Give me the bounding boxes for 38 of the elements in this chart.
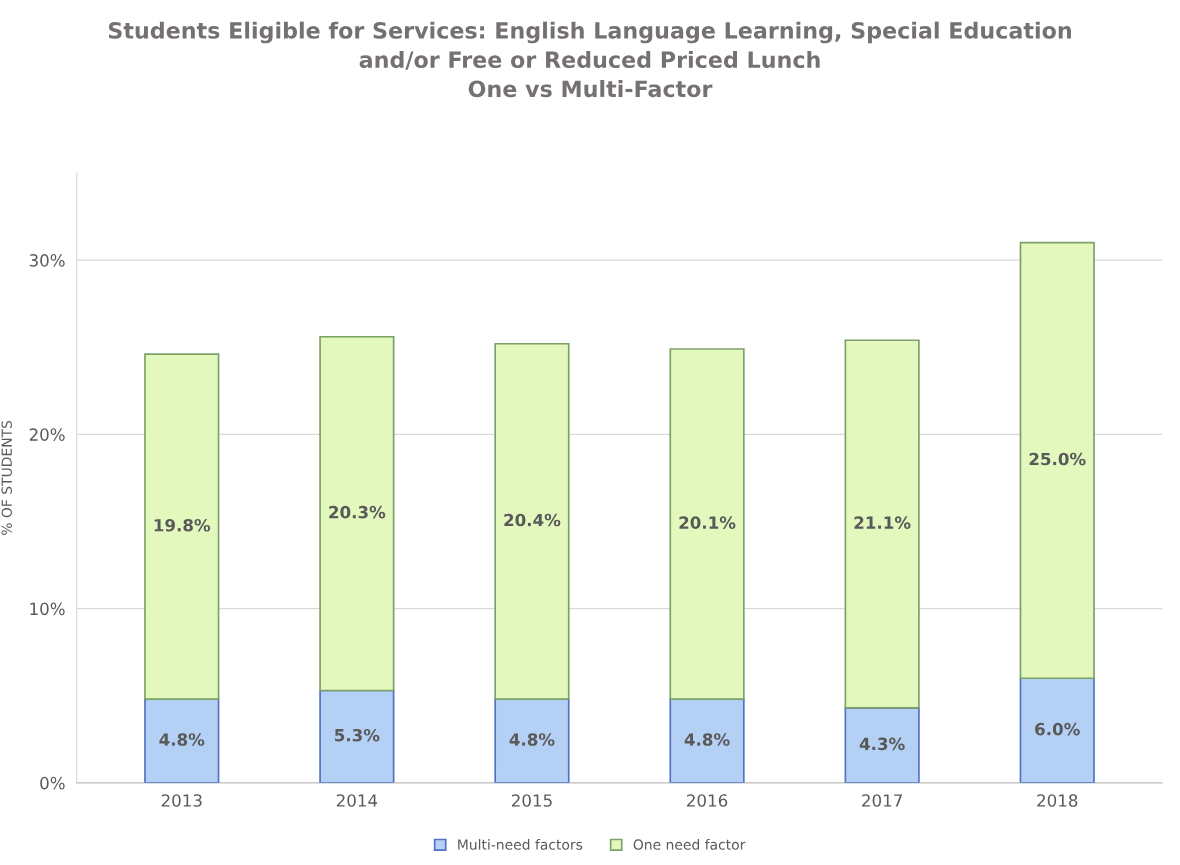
legend-label: Multi-need factors — [458, 839, 583, 850]
bar — [144, 698, 220, 783]
x-tick-label: 2015 — [511, 794, 552, 807]
data-label: 20.4% — [504, 513, 561, 527]
x-tick-label: 2014 — [336, 794, 378, 807]
bar — [319, 689, 395, 783]
y-tick-label: 10% — [30, 602, 65, 616]
data-label: 4.8% — [159, 733, 205, 746]
y-tick-label: 0% — [40, 776, 65, 790]
data-label: 6.0% — [1035, 722, 1080, 736]
bar — [844, 707, 920, 783]
data-label: 20.3% — [329, 505, 386, 519]
y-tick-label: 20% — [29, 428, 65, 441]
y-axis-title: % OF STUDENTS — [1, 420, 12, 535]
legend-label: One need factor — [633, 839, 746, 850]
chart-title: Students Eligible for Services: English Language Learning, Special Education and/or Free or Reduced Priced Lunch One vs Multi-Factor — [108, 21, 1071, 98]
x-tick-label: 2016 — [687, 794, 728, 807]
x-tick-label: 2013 — [161, 794, 202, 807]
data-label: 5.3% — [335, 728, 380, 742]
x-tick-label: 2017 — [862, 794, 902, 807]
data-label: 4.8% — [684, 733, 730, 746]
data-label: 4.8% — [509, 733, 555, 746]
data-label: 4.3% — [859, 737, 905, 751]
x-tick-label: 2018 — [1037, 794, 1078, 807]
data-label: 19.8% — [154, 518, 211, 532]
data-label: 20.1% — [679, 516, 736, 529]
bar — [669, 348, 745, 701]
bar — [844, 339, 920, 709]
data-label: 21.1% — [854, 516, 911, 529]
bar — [1019, 241, 1095, 680]
bar — [1019, 677, 1095, 783]
y-tick-label: 30% — [29, 254, 65, 267]
bar — [494, 698, 570, 783]
bar — [144, 353, 220, 701]
bar — [494, 342, 570, 701]
bar — [669, 698, 745, 783]
data-label: 25.0% — [1029, 452, 1086, 466]
bar — [319, 335, 395, 692]
